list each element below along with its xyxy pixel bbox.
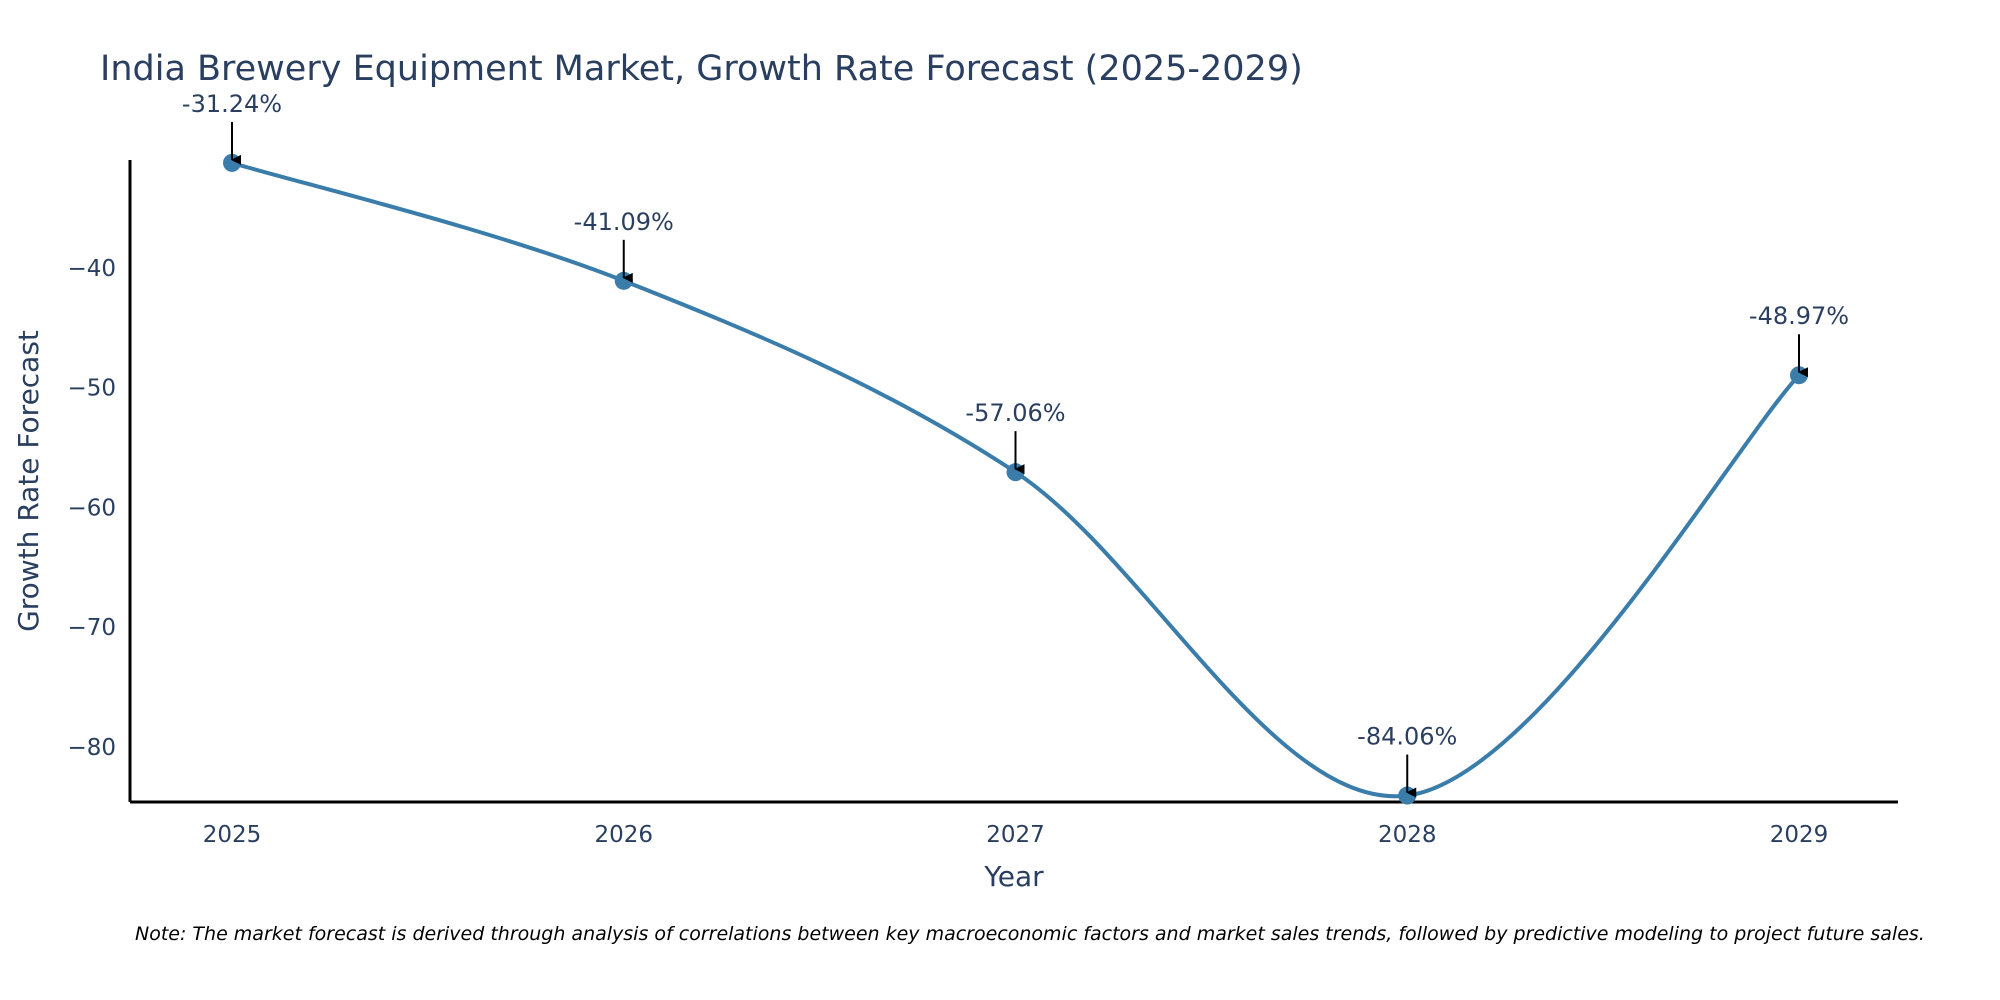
series-line: [231, 160, 1801, 799]
x-tick-label: 2027: [986, 822, 1045, 848]
x-tick-label: 2026: [594, 822, 653, 848]
data-label: -31.24%: [182, 90, 282, 118]
x-tick-label: 2029: [1770, 822, 1829, 848]
x-tick-label: 2028: [1378, 822, 1437, 848]
data-label: -48.97%: [1749, 302, 1849, 330]
data-annotations: -31.24% -41.09% -57.06% -84.06% -48.97%: [182, 90, 1849, 798]
y-tick-label: −50: [67, 376, 116, 402]
data-markers: [223, 153, 1808, 805]
x-axis-title: Year: [983, 860, 1044, 893]
data-label: -57.06%: [965, 399, 1065, 427]
x-tick-label: 2025: [203, 822, 262, 848]
chart-title: India Brewery Equipment Market, Growth R…: [100, 49, 1303, 89]
y-tick-label: −80: [67, 735, 116, 761]
data-label: -84.06%: [1357, 723, 1457, 751]
data-label: -41.09%: [574, 208, 674, 236]
y-tick-label: −60: [67, 495, 116, 521]
y-tick-label: −40: [67, 256, 116, 282]
footnote-note: Note: The market forecast is derived thr…: [135, 923, 1925, 945]
plot-area: −40 −50 −60 −70 −80 2025 2026 2027 2028 2029 -31…: [67, 90, 1898, 848]
y-axis-title: Growth Rate Forecast: [12, 330, 45, 632]
y-tick-label: −70: [67, 615, 116, 641]
x-axis-ticks: 2025 2026 2027 2028 2029: [203, 822, 1829, 848]
y-axis-ticks: −40 −50 −60 −70 −80: [67, 256, 116, 761]
